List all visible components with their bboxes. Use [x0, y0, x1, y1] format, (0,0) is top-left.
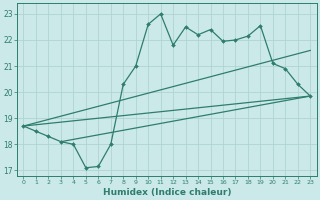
X-axis label: Humidex (Indice chaleur): Humidex (Indice chaleur)	[103, 188, 231, 197]
